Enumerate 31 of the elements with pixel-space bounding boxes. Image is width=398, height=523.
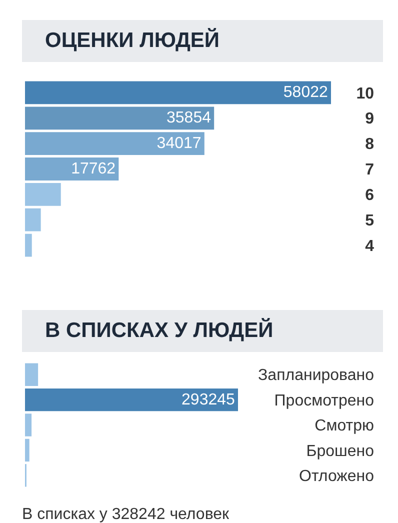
chart-title: В СПИСКАХ У ЛЮДЕЙ (22, 310, 383, 352)
y-tick-label: 6 (365, 187, 374, 204)
data-label: 34017 (156, 135, 202, 152)
y-tick-label: 7 (365, 162, 374, 179)
text: В списках у 328242 человек (22, 506, 230, 523)
y-tick-label: 8 (365, 136, 374, 154)
data-label: 17762 (71, 160, 116, 178)
y-tick-label: Отложено (299, 468, 374, 485)
y-tick-label: Смотрю (314, 418, 374, 435)
bar (25, 388, 238, 412)
data-label: 293245 (182, 391, 235, 408)
y-tick-label: 4 (365, 238, 374, 255)
bar (25, 132, 204, 156)
y-tick-label: 9 (365, 110, 374, 128)
chart-title: ОЦЕНКИ ЛЮДЕЙ (22, 20, 383, 62)
y-tick-label: 10 (356, 85, 374, 102)
bar (25, 208, 41, 232)
bar (25, 81, 331, 104)
bar (25, 234, 32, 257)
data-label: 35854 (166, 110, 212, 127)
y-tick-label: 5 (365, 212, 374, 230)
bar (25, 158, 119, 180)
data-label: 58022 (283, 84, 328, 102)
bar (25, 414, 32, 436)
y-tick-label: Брошено (306, 442, 374, 460)
bar (25, 438, 30, 462)
bar (25, 182, 61, 206)
y-tick-label: Просмотрено (274, 392, 374, 410)
y-tick-label: Запланировано (258, 367, 374, 384)
bar (25, 363, 38, 386)
bar (25, 106, 214, 130)
